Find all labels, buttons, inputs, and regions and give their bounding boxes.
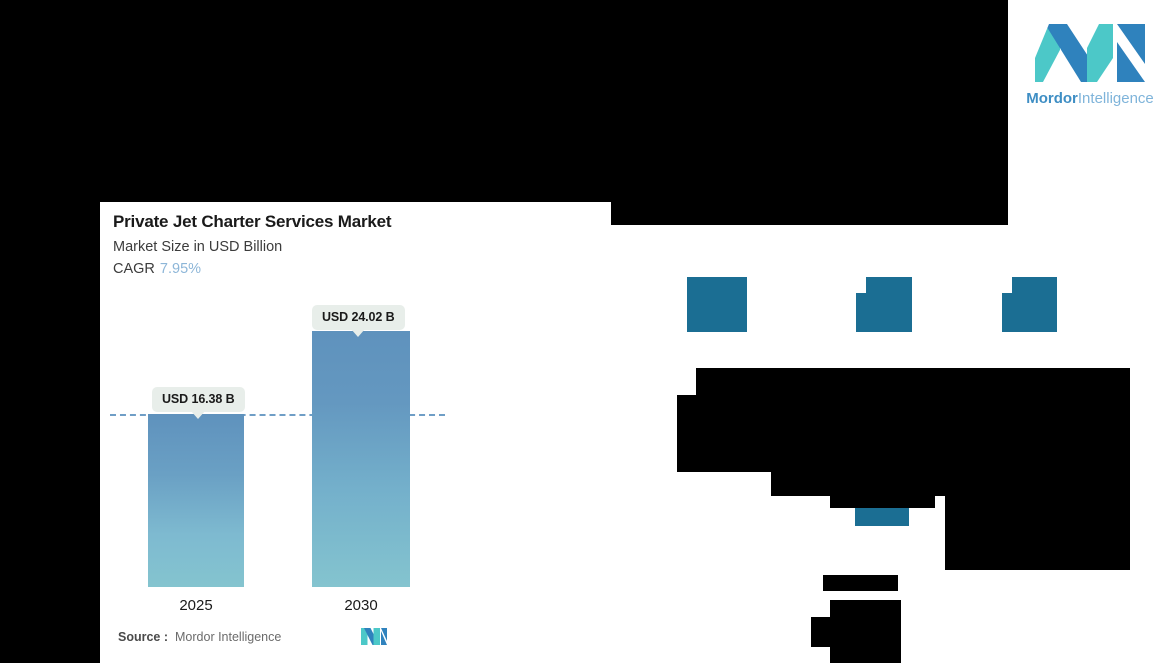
tile-icon-2b bbox=[866, 277, 912, 332]
chart-subtitle: Market Size in USD Billion bbox=[113, 239, 283, 255]
mask-block-6 bbox=[771, 472, 1130, 496]
mordor-monogram-icon bbox=[361, 628, 388, 645]
source-label: Source : bbox=[118, 629, 169, 644]
brand-wordmark: MordorIntelligence bbox=[1026, 90, 1154, 107]
bar-2030[interactable] bbox=[312, 331, 410, 587]
page-title: Private Jet Charter Services Market bbox=[113, 212, 392, 231]
mask-block-5 bbox=[698, 441, 1130, 472]
mask-block-8 bbox=[945, 496, 1130, 570]
bar-chart-plot-area: USD 16.38 B USD 24.02 B 2025 2030 bbox=[100, 202, 611, 663]
backdrop-left bbox=[0, 202, 100, 663]
backdrop-upper-right bbox=[611, 0, 1008, 225]
mask-block-2 bbox=[696, 368, 1130, 395]
reference-dashed-line bbox=[110, 414, 445, 416]
value-badge-2025: USD 16.38 B bbox=[152, 387, 245, 419]
brand-logo: MordorIntelligence bbox=[1010, 0, 1170, 136]
mask-block-3 bbox=[677, 395, 1130, 441]
x-axis-label-2025: 2025 bbox=[179, 597, 213, 614]
bar-2025[interactable] bbox=[148, 414, 244, 587]
tile-icon-3b bbox=[1012, 277, 1057, 332]
source-row: Source : Mordor Intelligence bbox=[118, 628, 418, 645]
cagr-label: CAGR bbox=[113, 261, 155, 277]
mask-block-9 bbox=[823, 575, 898, 591]
x-axis-label-2030: 2030 bbox=[344, 597, 378, 614]
mask-block-1 bbox=[611, 202, 1008, 225]
mask-block-4 bbox=[677, 441, 698, 472]
masked-content-panel bbox=[611, 202, 1170, 663]
value-badge-2030: USD 24.02 B bbox=[312, 305, 405, 337]
source-name: Mordor Intelligence bbox=[175, 629, 282, 644]
brand-word-primary: Mordor bbox=[1026, 90, 1078, 107]
chart-card: Private Jet Charter Services Market Mark… bbox=[100, 202, 611, 663]
brand-word-secondary: Intelligence bbox=[1077, 90, 1154, 107]
cagr-value: 7.95% bbox=[159, 261, 202, 277]
tile-icon-1 bbox=[687, 277, 747, 332]
mask-block-11 bbox=[811, 617, 833, 647]
mordor-m-i-monogram-icon bbox=[1035, 24, 1145, 82]
mask-block-7 bbox=[830, 496, 935, 508]
cagr-row: CAGR 7.95% bbox=[113, 261, 201, 277]
mask-block-10 bbox=[830, 600, 901, 663]
